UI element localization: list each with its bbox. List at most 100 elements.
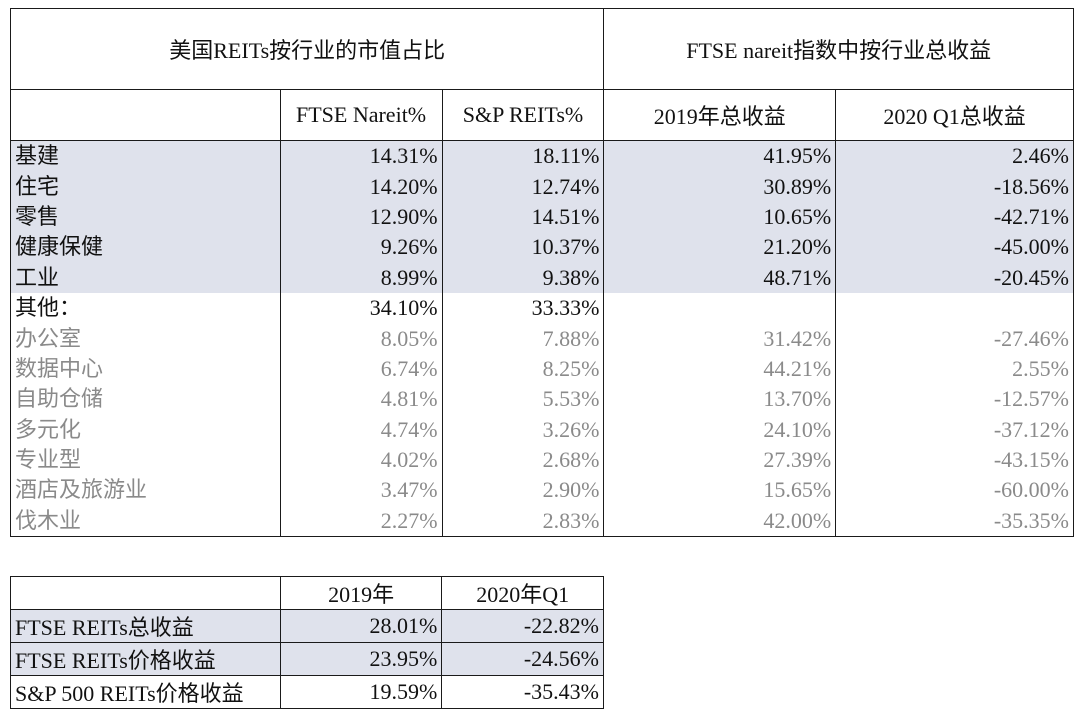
table-row: 健康保健 9.26% 10.37% 21.20% -45.00% [10,232,1074,263]
summary-label: FTSE REITs总收益 [10,609,281,643]
return-2020q1-cell: 2.55% [835,353,1074,385]
sp-reits-cell: 7.88% [441,323,605,354]
ftse-nareit-cell: 34.10% [279,292,443,324]
sector-label: 零售 [10,201,281,233]
sector-column-header [10,89,281,141]
return-2020q1-cell: 2.46% [835,140,1074,172]
table-row: 伐木业 2.27% 2.83% 42.00% -35.35% [10,505,1074,538]
sp-reits-cell: 14.51% [441,201,605,233]
return-2019-cell: 30.89% [603,171,837,202]
sp-reits-cell: 2.68% [441,444,605,476]
table-row: 自助仓储 4.81% 5.53% 13.70% -12.57% [10,384,1074,415]
table-row: 酒店及旅游业 3.47% 2.90% 15.65% -60.00% [10,475,1074,506]
return-2019-cell [603,292,837,324]
ftse-nareit-cell: 2.27% [279,505,443,538]
sector-label: 专业型 [10,444,281,476]
return-2020q1-cell: -27.46% [835,323,1074,354]
sector-label: 其他： [10,292,281,324]
summary-2019-cell: 23.95% [279,642,443,676]
return-2019-cell: 10.65% [603,201,837,233]
summary-label: FTSE REITs价格收益 [10,642,281,676]
return-2020q1-cell [835,292,1074,324]
return-2019-cell: 15.65% [603,475,837,506]
return-2019-cell: 48.71% [603,262,837,293]
table-row: 零售 12.90% 14.51% 10.65% -42.71% [10,201,1074,233]
return-2019-cell: 42.00% [603,505,837,538]
return-2019-cell: 31.42% [603,323,837,354]
sector-label: 办公室 [10,323,281,354]
sector-label: 多元化 [10,414,281,445]
sector-label: 酒店及旅游业 [10,475,281,506]
ftse-nareit-cell: 14.31% [279,140,443,172]
return-2020q1-cell: -45.00% [835,232,1074,263]
reits-sector-table: 美国REITs按行业的市值占比 FTSE nareit指数中按行业总收益 FTS… [9,8,1074,538]
sector-label: 伐木业 [10,505,281,538]
sector-label: 住宅 [10,171,281,202]
summary-2020q1-cell: -24.56% [441,642,604,676]
sp-reits-cell: 8.25% [441,353,605,385]
sp-reits-cell: 2.90% [441,475,605,506]
summary-2020q1-column-header: 2020年Q1 [441,576,604,610]
ftse-nareit-cell: 4.02% [279,444,443,476]
return-2019-cell: 41.95% [603,140,837,172]
sp-reits-cell: 12.74% [441,171,605,202]
summary-2019-cell: 28.01% [279,609,443,643]
table-row: 住宅 14.20% 12.74% 30.89% -18.56% [10,171,1074,202]
sp-reits-cell: 5.53% [441,384,605,415]
sp-reits-cell: 33.33% [441,292,605,324]
summary-label: S&P 500 REITs价格收益 [10,675,281,709]
sector-label: 自助仓储 [10,384,281,415]
sector-label: 工业 [10,262,281,293]
summary-label-column-header [10,576,281,610]
ftse-nareit-cell: 6.74% [279,353,443,385]
table-row: 数据中心 6.74% 8.25% 44.21% 2.55% [10,353,1074,385]
sp-reits-cell: 18.11% [441,140,605,172]
sp-reits-cell: 10.37% [441,232,605,263]
table-row: FTSE REITs总收益 28.01% -22.82% [10,609,604,643]
sector-label: 基建 [10,140,281,172]
ftse-nareit-cell: 8.99% [279,262,443,293]
return-2019-cell: 24.10% [603,414,837,445]
total-return-group-header: FTSE nareit指数中按行业总收益 [603,8,1074,90]
sector-label: 数据中心 [10,353,281,385]
return-2019-cell: 21.20% [603,232,837,263]
return-2020q1-cell: -18.56% [835,171,1074,202]
ftse-nareit-cell: 3.47% [279,475,443,506]
ftse-nareit-cell: 9.26% [279,232,443,263]
return-2020q1-column-header: 2020 Q1总收益 [835,89,1074,141]
return-2019-cell: 13.70% [603,384,837,415]
return-2020q1-cell: -43.15% [835,444,1074,476]
reits-summary-table: 2019年 2020年Q1 FTSE REITs总收益 28.01% -22.8… [10,576,604,709]
sp-reits-cell: 2.83% [441,505,605,538]
ftse-nareit-cell: 12.90% [279,201,443,233]
return-2019-column-header: 2019年总收益 [603,89,837,141]
ftse-nareit-cell: 8.05% [279,323,443,354]
table-row: 专业型 4.02% 2.68% 27.39% -43.15% [10,444,1074,476]
return-2020q1-cell: -37.12% [835,414,1074,445]
summary-2019-cell: 19.59% [279,675,443,709]
return-2019-cell: 44.21% [603,353,837,385]
return-2020q1-cell: -60.00% [835,475,1074,506]
summary-2020q1-cell: -22.82% [441,609,604,643]
table-row: 其他： 34.10% 33.33% [10,292,1074,324]
market-cap-group-header: 美国REITs按行业的市值占比 [9,8,605,90]
return-2020q1-cell: -20.45% [835,262,1074,293]
summary-2019-column-header: 2019年 [279,576,443,610]
return-2019-cell: 27.39% [603,444,837,476]
ftse-nareit-cell: 14.20% [279,171,443,202]
table-row: S&P 500 REITs价格收益 19.59% -35.43% [10,675,604,709]
summary-2020q1-cell: -35.43% [441,675,604,709]
ftse-nareit-column-header: FTSE Nareit% [279,89,443,141]
sp-reits-cell: 9.38% [441,262,605,293]
table-row: FTSE REITs价格收益 23.95% -24.56% [10,642,604,676]
table-row: 办公室 8.05% 7.88% 31.42% -27.46% [10,323,1074,354]
sp-reits-column-header: S&P REITs% [441,89,605,141]
return-2020q1-cell: -12.57% [835,384,1074,415]
return-2020q1-cell: -35.35% [835,505,1074,538]
ftse-nareit-cell: 4.74% [279,414,443,445]
sector-label: 健康保健 [10,232,281,263]
sp-reits-cell: 3.26% [441,414,605,445]
table-row: 基建 14.31% 18.11% 41.95% 2.46% [10,140,1074,172]
ftse-nareit-cell: 4.81% [279,384,443,415]
table-row: 多元化 4.74% 3.26% 24.10% -37.12% [10,414,1074,445]
